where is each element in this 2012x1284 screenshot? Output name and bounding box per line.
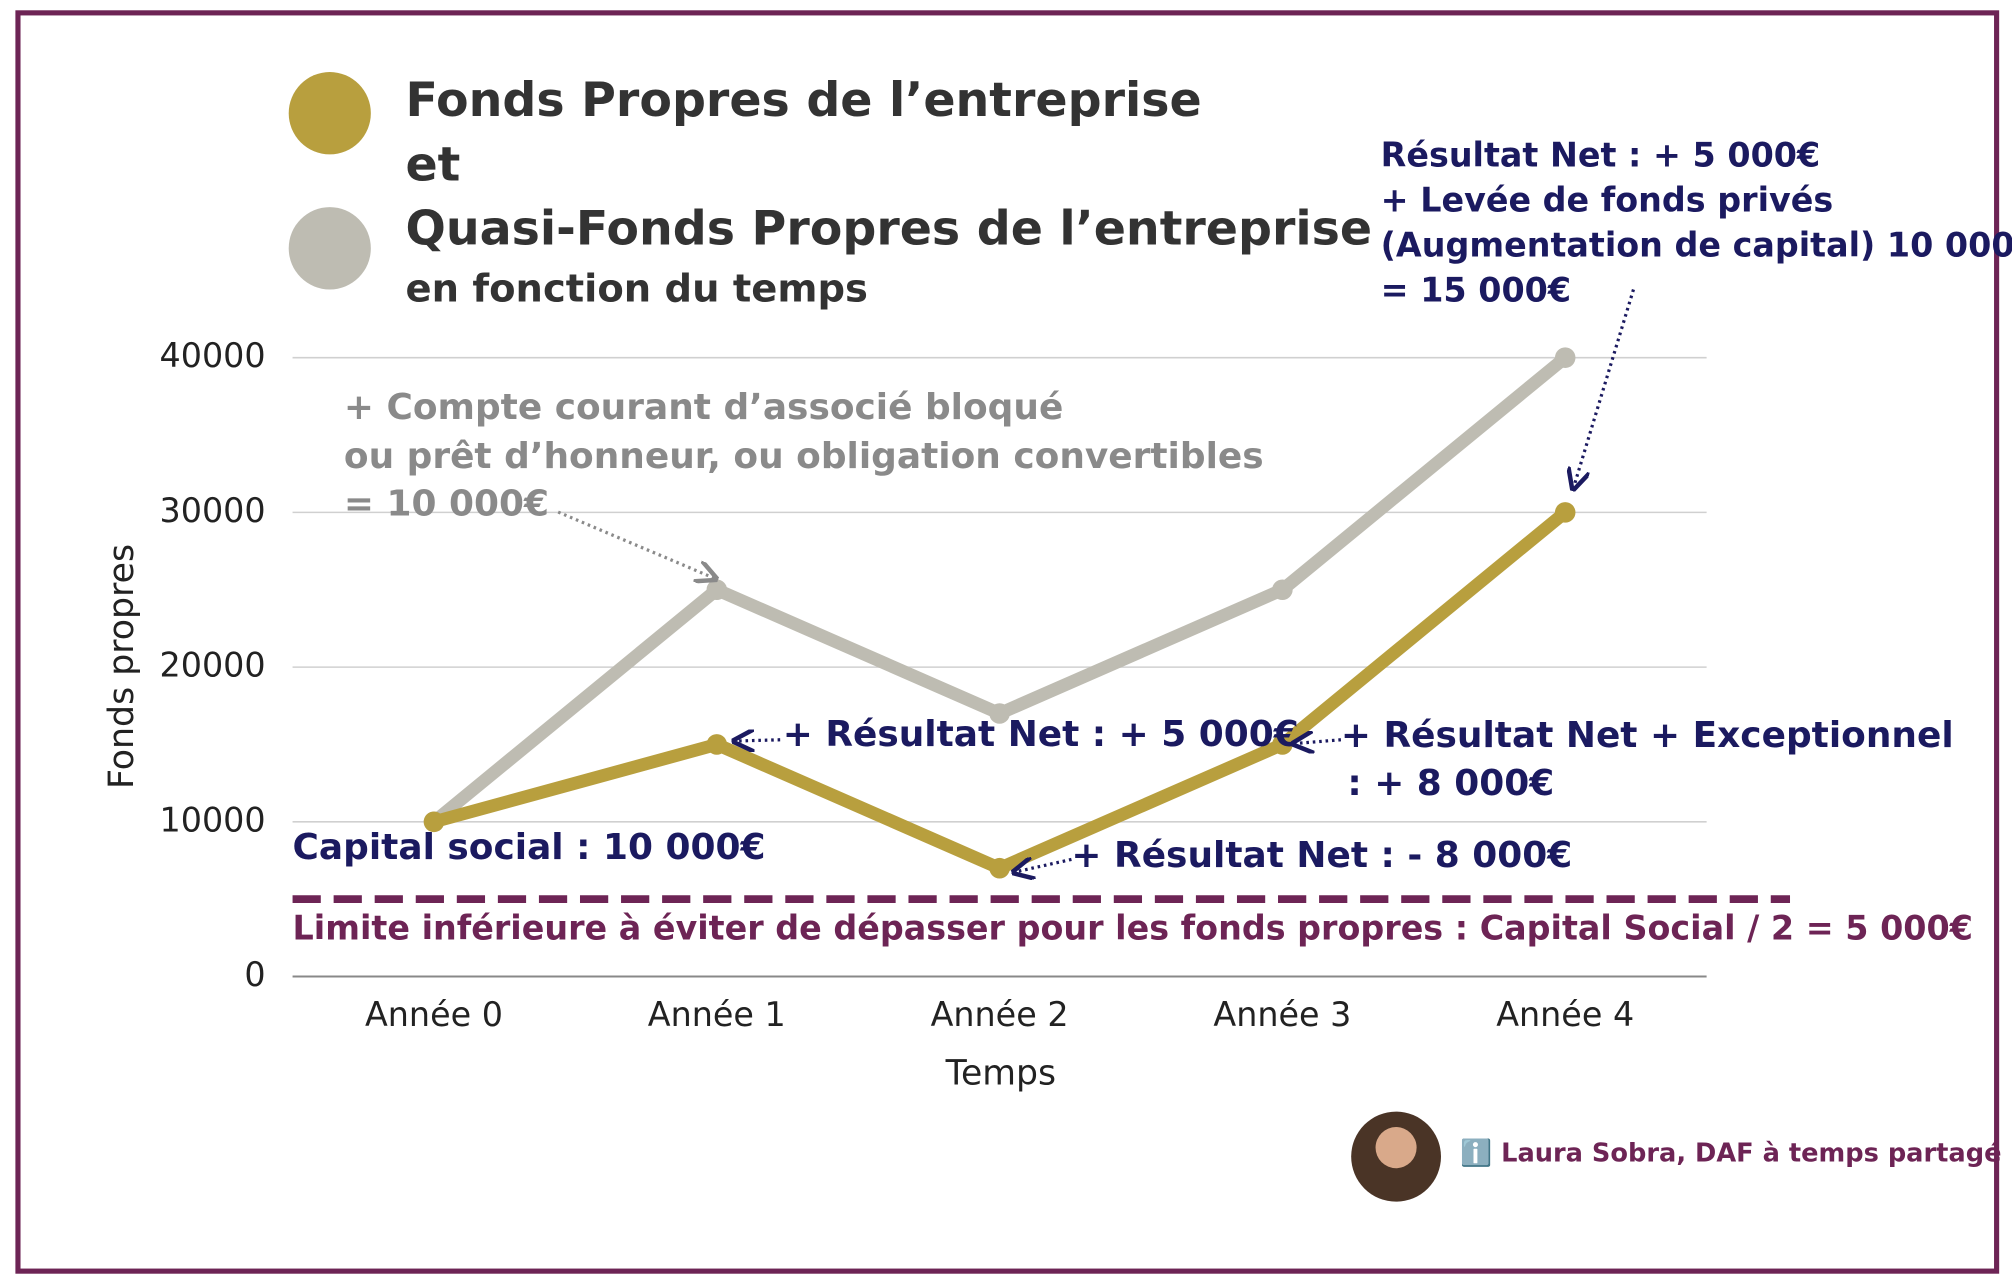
annotation: + Levée de fonds privés — [1381, 180, 1834, 219]
y-tick-label: 30000 — [160, 491, 266, 530]
annotation-arrow — [1293, 740, 1342, 744]
annotation-arrow — [1573, 289, 1636, 488]
annotation: (Augmentation de capital) 10 000 € — [1381, 225, 2012, 264]
annotation: : + 8 000€ — [1347, 763, 1554, 804]
annotation: = 15 000€ — [1381, 271, 1571, 310]
data-point — [989, 703, 1010, 724]
annotation: Capital social : 10 000€ — [293, 827, 766, 868]
y-axis-label: Fonds propres — [102, 544, 142, 789]
credit: ℹ️ Laura Sobra, DAF à temps partagé — [1460, 1138, 2001, 1169]
data-point — [423, 811, 445, 833]
annotation: + Résultat Net : + 5 000€ — [783, 714, 1299, 755]
subtitle: en fonction du temps — [405, 266, 867, 311]
annotation: + Résultat Net + Exceptionnel — [1341, 715, 1954, 756]
x-tick-label: Année 4 — [1496, 995, 1634, 1034]
data-point — [1554, 502, 1576, 523]
annotation: ou prêt d’honneur, ou obligation convert… — [344, 436, 1264, 477]
title-connector: et — [405, 137, 460, 192]
author-face — [1375, 1127, 1417, 1169]
legend-swatch — [288, 207, 371, 290]
legend-label: Fonds Propres de l’entreprise — [405, 73, 1201, 128]
x-tick-label: Année 3 — [1213, 995, 1351, 1034]
annotation: + Compte courant d’associé bloqué — [344, 387, 1063, 428]
annotation: + Résultat Net : - 8 000€ — [1071, 835, 1572, 876]
y-tick-label: 0 — [244, 955, 265, 994]
x-tick-label: Année 0 — [365, 995, 503, 1034]
y-tick-label: 40000 — [160, 336, 266, 375]
annotation: = 10 000€ — [344, 484, 549, 525]
data-point — [706, 579, 728, 601]
annotation-arrow — [557, 510, 716, 579]
annotation: Résultat Net : + 5 000€ — [1381, 135, 1820, 174]
data-point — [1554, 347, 1576, 368]
annotation-arrow — [734, 740, 781, 741]
x-tick-label: Année 1 — [648, 995, 786, 1034]
data-point — [1272, 579, 1293, 601]
data-point — [989, 857, 1010, 879]
data-point — [1272, 734, 1293, 755]
x-tick-label: Année 2 — [931, 995, 1069, 1034]
legend-swatch — [288, 72, 371, 155]
x-axis-label: Temps — [945, 1053, 1056, 1093]
y-tick-label: 10000 — [160, 800, 266, 839]
legend-label: Quasi-Fonds Propres de l’entreprise — [405, 202, 1372, 257]
y-tick-label: 20000 — [160, 646, 266, 685]
data-point — [706, 734, 728, 755]
reference-label: Limite inférieure à éviter de dépasser p… — [293, 909, 1973, 948]
